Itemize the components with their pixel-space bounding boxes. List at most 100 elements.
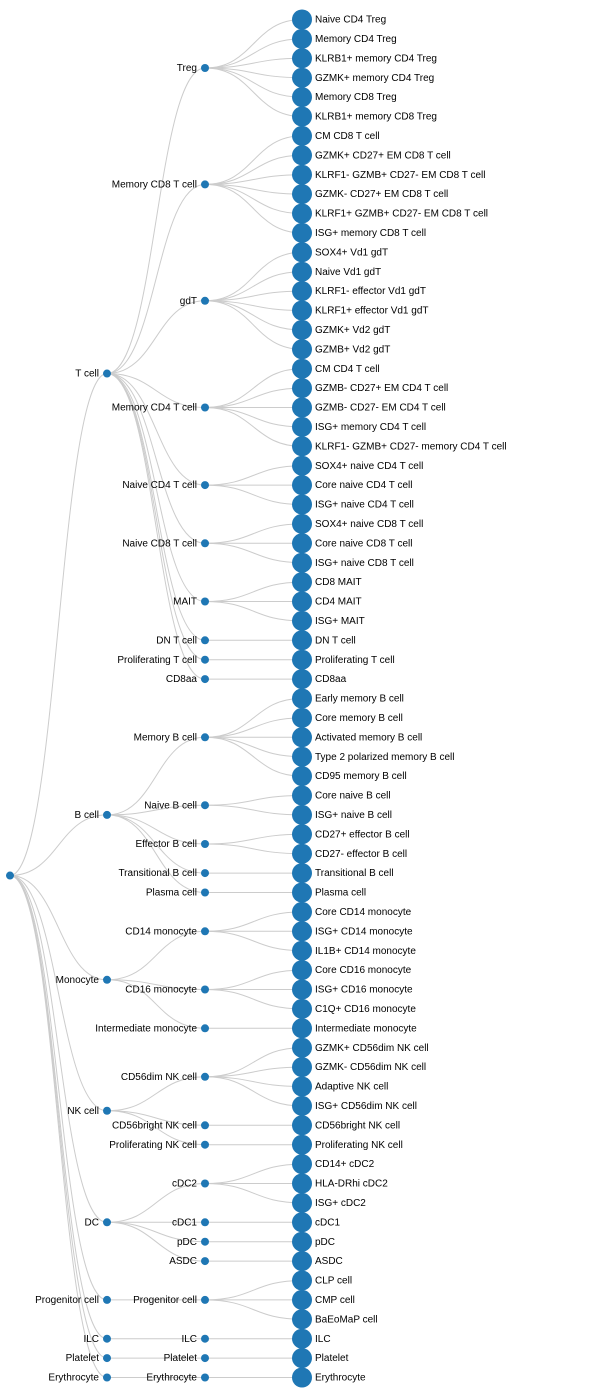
tree-node-asdc: ASDC bbox=[292, 1251, 343, 1272]
node-marker bbox=[292, 242, 312, 263]
node-marker bbox=[103, 369, 111, 378]
node-label: Erythrocyte bbox=[146, 1373, 197, 1384]
tree-node-klrf1-gzmb-cd27-em-cd8-t-cell: KLRF1- GZMB+ CD27- EM CD8 T cell bbox=[292, 164, 486, 185]
node-label: CD56bright NK cell bbox=[315, 1120, 400, 1131]
tree-link bbox=[204, 1066, 303, 1078]
tree-link bbox=[204, 736, 303, 758]
tree-node-cdc2: cDC2 bbox=[172, 1179, 209, 1190]
tree-node-ilc: ILC bbox=[83, 1334, 111, 1345]
tree-node-naive-cd8-t-cell: Naive CD8 T cell bbox=[122, 538, 209, 549]
tree-node-cdc1: cDC1 bbox=[172, 1217, 209, 1228]
node-marker bbox=[292, 1289, 312, 1310]
tree-node-cd16-monocyte: CD16 monocyte bbox=[125, 985, 209, 996]
tree-node-gzmb-cd27-em-cd4-t-cell: GZMB- CD27+ EM CD4 T cell bbox=[292, 378, 448, 399]
tree-node-plasma-cell: Plasma cell bbox=[292, 882, 366, 903]
node-label: CM CD8 T cell bbox=[315, 131, 380, 142]
node-label: ISG+ cDC2 bbox=[315, 1198, 366, 1209]
tree-node-gzmk-cd56dim-nk-cell: GZMK+ CD56dim NK cell bbox=[292, 1037, 429, 1058]
tree-node-sox4-vd1-gdt: SOX4+ Vd1 gdT bbox=[292, 242, 388, 263]
tree-link bbox=[204, 387, 303, 408]
node-marker bbox=[201, 1140, 209, 1149]
tree-link bbox=[204, 19, 303, 69]
tree-link bbox=[204, 135, 303, 185]
tree-node-core-cd16-monocyte: Core CD16 monocyte bbox=[292, 960, 412, 981]
node-label: cDC2 bbox=[172, 1179, 197, 1190]
node-marker bbox=[292, 1309, 312, 1330]
node-label: CD27+ effector B cell bbox=[315, 829, 410, 840]
tree-node-cd8-mait: CD8 MAIT bbox=[292, 572, 362, 593]
node-label: ILC bbox=[315, 1334, 331, 1345]
tree-node-core-memory-b-cell: Core memory B cell bbox=[292, 707, 403, 728]
tree-node-pdc: pDC bbox=[292, 1231, 335, 1252]
tree-node-progenitor-cell: Progenitor cell bbox=[133, 1295, 209, 1306]
node-marker bbox=[201, 1295, 209, 1304]
tree-node-progenitor-cell: Progenitor cell bbox=[35, 1295, 111, 1306]
node-marker bbox=[292, 824, 312, 845]
tree-node-erythrocyte: Erythrocyte bbox=[292, 1367, 366, 1388]
node-marker bbox=[201, 636, 209, 645]
node-marker bbox=[292, 48, 312, 69]
node-marker bbox=[292, 300, 312, 321]
node-label: BaEoMaP cell bbox=[315, 1314, 378, 1325]
tree-link bbox=[204, 300, 303, 311]
tree-link bbox=[106, 979, 206, 990]
tree-node-klrb1-memory-cd8-treg: KLRB1+ memory CD8 Treg bbox=[292, 106, 437, 127]
tree-node-isg-cdc2: ISG+ cDC2 bbox=[292, 1192, 366, 1213]
tree-node-cd8aa: CD8aa bbox=[166, 674, 209, 685]
tree-node-erythrocyte: Erythrocyte bbox=[146, 1373, 209, 1384]
tree-link bbox=[204, 795, 303, 806]
node-label: ISG+ naive CD8 T cell bbox=[315, 558, 414, 569]
node-label: Intermediate monocyte bbox=[95, 1023, 197, 1034]
tree-link bbox=[204, 368, 303, 408]
tree-link bbox=[106, 373, 206, 602]
tree-link bbox=[9, 875, 108, 1223]
tree-node-gzmk-vd2-gdt: GZMK+ Vd2 gdT bbox=[292, 319, 390, 340]
tree-link bbox=[106, 814, 206, 845]
node-label: Transitional B cell bbox=[118, 868, 197, 879]
node-marker bbox=[201, 888, 209, 897]
node-marker bbox=[201, 985, 209, 994]
node-label: Transitional B cell bbox=[315, 868, 394, 879]
node-label: CD16 monocyte bbox=[125, 985, 197, 996]
node-label: CD4 MAIT bbox=[315, 597, 362, 608]
node-marker bbox=[292, 572, 312, 593]
tree-node-nk-cell: NK cell bbox=[67, 1106, 111, 1117]
node-label: KLRF1+ GZMB+ CD27- EM CD8 T cell bbox=[315, 209, 488, 220]
node-label: CMP cell bbox=[315, 1295, 355, 1306]
tree-node-cd27-effector-b-cell: CD27- effector B cell bbox=[292, 843, 407, 864]
tree-link bbox=[204, 1047, 303, 1078]
node-label: GZMK- CD27+ EM CD8 T cell bbox=[315, 189, 448, 200]
node-marker bbox=[103, 1373, 111, 1382]
node-marker bbox=[292, 455, 312, 476]
tree-node-cd56dim-nk-cell: CD56dim NK cell bbox=[121, 1072, 209, 1083]
tree-node-sox4-naive-cd8-t-cell: SOX4+ naive CD8 T cell bbox=[292, 513, 423, 534]
node-label: NK cell bbox=[67, 1106, 99, 1117]
tree-node-plasma-cell: Plasma cell bbox=[146, 888, 209, 899]
node-label: Platelet bbox=[315, 1353, 349, 1364]
tree-link bbox=[204, 251, 303, 302]
node-marker bbox=[292, 1037, 312, 1058]
node-marker bbox=[201, 869, 209, 878]
tree-node-cd4-mait: CD4 MAIT bbox=[292, 591, 362, 612]
node-marker bbox=[201, 1237, 209, 1246]
tree-node-cmp-cell: CMP cell bbox=[292, 1289, 355, 1310]
tree-link bbox=[204, 300, 303, 350]
tree-node-sox4-naive-cd4-t-cell: SOX4+ naive CD4 T cell bbox=[292, 455, 423, 476]
tree-node-gzmb-cd27-em-cd4-t-cell: GZMB- CD27- EM CD4 T cell bbox=[292, 397, 446, 418]
node-label: Core memory B cell bbox=[315, 713, 403, 724]
node-marker bbox=[201, 927, 209, 936]
node-label: ISG+ CD56dim NK cell bbox=[315, 1101, 417, 1112]
tree-link bbox=[204, 1183, 303, 1204]
node-label: Memory CD8 Treg bbox=[315, 92, 397, 103]
tree-link bbox=[106, 67, 206, 375]
tree-node-klrf1-effector-vd1-gdt: KLRF1+ effector Vd1 gdT bbox=[292, 300, 429, 321]
node-marker bbox=[292, 1173, 312, 1194]
tree-node-proliferating-t-cell: Proliferating T cell bbox=[117, 655, 209, 666]
node-marker bbox=[292, 339, 312, 360]
node-label: Erythrocyte bbox=[48, 1373, 99, 1384]
tree-link bbox=[106, 373, 206, 544]
tree-link bbox=[204, 523, 303, 544]
tree-link bbox=[204, 930, 303, 952]
tree-node-isg-cd16-monocyte: ISG+ CD16 monocyte bbox=[292, 979, 413, 1000]
node-label: Core naive B cell bbox=[315, 791, 391, 802]
